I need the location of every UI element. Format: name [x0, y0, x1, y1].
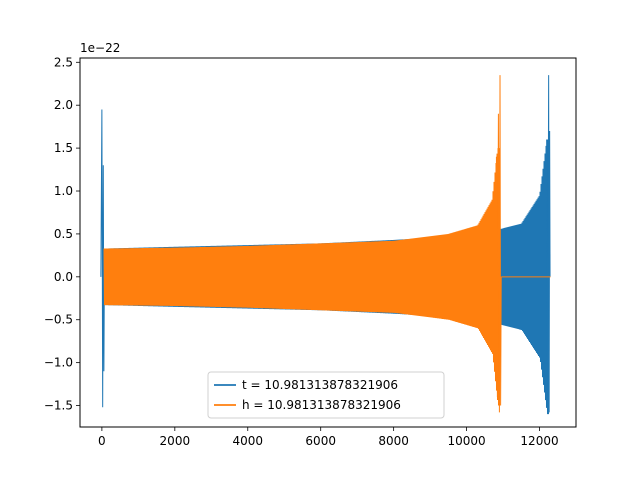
y-tick-label: 1.0 [54, 184, 73, 198]
x-tick-label: 10000 [447, 434, 485, 448]
series-t-chirp-peak [546, 75, 551, 413]
series-t-initial-spike [100, 109, 105, 408]
x-tick-label: 12000 [520, 434, 558, 448]
axes-frame [79, 57, 577, 428]
x-tick-label: 0 [98, 434, 106, 448]
legend-label-h: h = 10.981313878321906 [242, 398, 401, 412]
x-tick-label: 8000 [378, 434, 409, 448]
y-tick-label: 2.0 [54, 98, 73, 112]
y-tick-label: 0.5 [54, 227, 73, 241]
y-offset-label: 1e−22 [80, 41, 120, 55]
y-tick-label: −1.5 [44, 399, 73, 413]
y-tick-label: 1.5 [54, 141, 73, 155]
x-axis: 0 2000 4000 6000 8000 10000 12000 [98, 427, 559, 448]
x-tick-label: 6000 [305, 434, 336, 448]
y-tick-label: −1.0 [44, 356, 73, 370]
x-tick-label: 2000 [160, 434, 191, 448]
series-layer [100, 75, 551, 415]
y-tick-label: 0.0 [54, 270, 73, 284]
plot-area [100, 75, 551, 415]
y-tick-label: −0.5 [44, 313, 73, 327]
legend: t = 10.981313878321906 h = 10.9813138783… [207, 371, 445, 419]
x-tick-label: 4000 [232, 434, 263, 448]
y-tick-label: 2.5 [54, 55, 73, 69]
y-axis: −1.5 −1.0 −0.5 0.0 0.5 1.0 1.5 2.0 2.5 [44, 55, 80, 413]
legend-label-t: t = 10.981313878321906 [242, 378, 398, 392]
legend-box [207, 371, 445, 419]
series-h-oscillation [103, 148, 500, 406]
